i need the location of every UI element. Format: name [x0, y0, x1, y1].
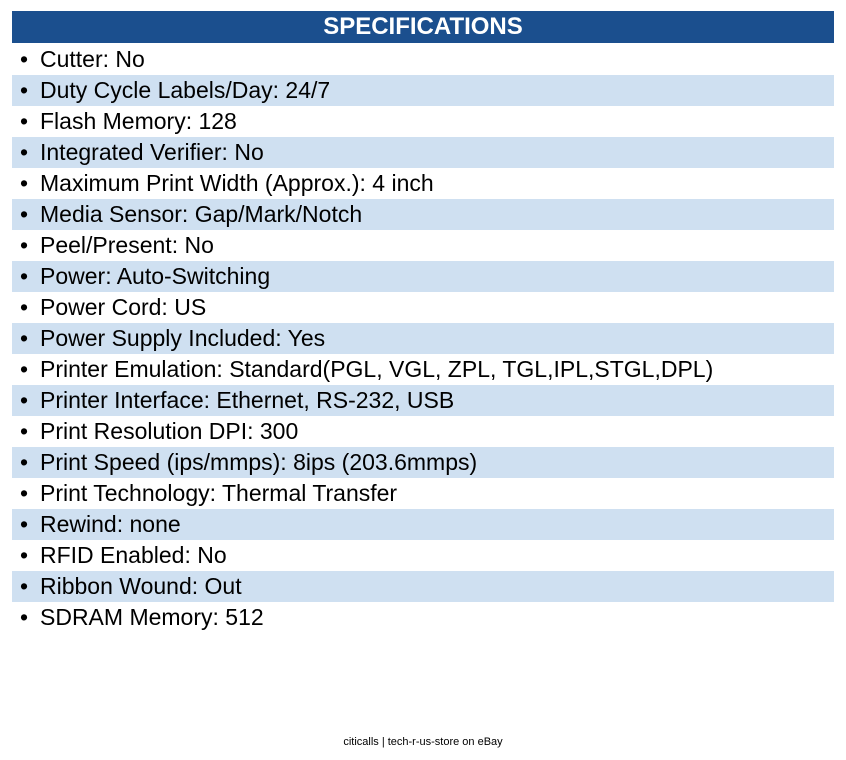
- spec-item: Integrated Verifier: No: [12, 137, 834, 168]
- spec-item: Duty Cycle Labels/Day: 24/7: [12, 75, 834, 106]
- spec-item: Power Cord: US: [12, 292, 834, 323]
- spec-item: Power: Auto-Switching: [12, 261, 834, 292]
- spec-item: Flash Memory: 128: [12, 106, 834, 137]
- spec-item: Print Resolution DPI: 300: [12, 416, 834, 447]
- spec-item: Maximum Print Width (Approx.): 4 inch: [12, 168, 834, 199]
- spec-list: Cutter: NoDuty Cycle Labels/Day: 24/7Fla…: [12, 44, 834, 633]
- spec-item: Power Supply Included: Yes: [12, 323, 834, 354]
- spec-item: Media Sensor: Gap/Mark/Notch: [12, 199, 834, 230]
- spec-item: RFID Enabled: No: [12, 540, 834, 571]
- spec-item: Cutter: No: [12, 44, 834, 75]
- spec-item: Printer Interface: Ethernet, RS-232, USB: [12, 385, 834, 416]
- spec-item: Peel/Present: No: [12, 230, 834, 261]
- spec-item: Ribbon Wound: Out: [12, 571, 834, 602]
- header-title: SPECIFICATIONS: [12, 11, 834, 43]
- spec-item: SDRAM Memory: 512: [12, 602, 834, 633]
- spec-item: Print Speed (ips/mmps): 8ips (203.6mmps): [12, 447, 834, 478]
- spec-item: Print Technology: Thermal Transfer: [12, 478, 834, 509]
- footer: citicalls | tech-r-us-store on eBay: [343, 736, 503, 748]
- spec-item: Printer Emulation: Standard(PGL, VGL, ZP…: [12, 354, 834, 385]
- spec-item: Rewind: none: [12, 509, 834, 540]
